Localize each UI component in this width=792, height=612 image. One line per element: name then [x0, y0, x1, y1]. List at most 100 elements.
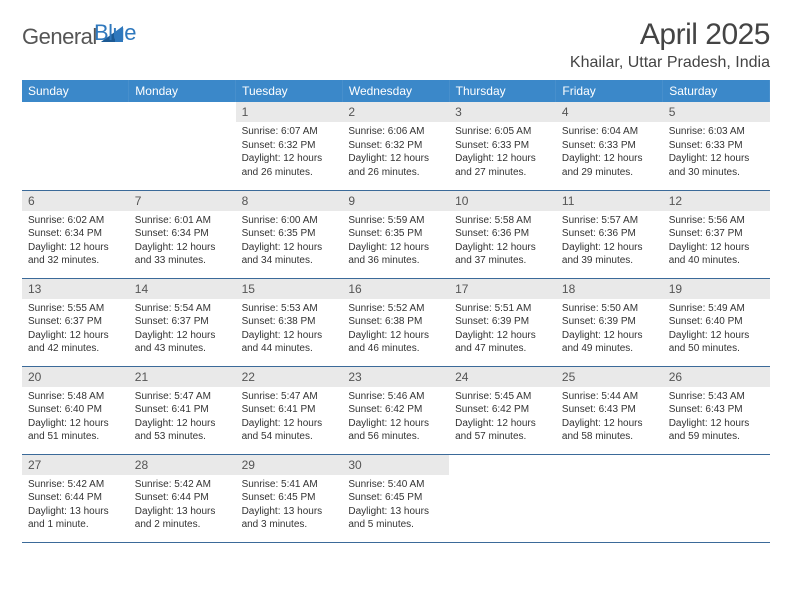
day-number: 21 — [129, 367, 236, 387]
day-body: Sunrise: 5:50 AM Sunset: 6:39 PM Daylight:… — [556, 299, 663, 362]
daylight-line: Daylight: 12 hours and 36 minutes. — [348, 242, 429, 267]
sunrise-line: Sunrise: 5:55 AM — [28, 303, 104, 314]
day-number-empty — [663, 455, 770, 475]
sunrise-line: Sunrise: 5:48 AM — [28, 391, 104, 402]
weekday-header: Monday — [129, 80, 236, 102]
weekday-header: Wednesday — [342, 80, 449, 102]
sunrise-line: Sunrise: 6:06 AM — [348, 126, 424, 137]
day-body: Sunrise: 5:47 AMSunset: 6:41 PMDaylight:… — [236, 387, 343, 450]
day-body: Sunrise: 5:41 AMSunset: 6:45 PMDaylight:… — [236, 475, 343, 538]
calendar-day-cell: 9Sunrise: 5:59 AMSunset: 6:35 PMDaylight… — [342, 190, 449, 278]
day-number: 24 — [449, 367, 556, 387]
sunset-line: Sunset: 6:37 PM — [669, 228, 743, 239]
sunrise-line: Sunrise: 5:47 AM — [242, 391, 318, 402]
day-body: Sunrise: 6:04 AMSunset: 6:33 PMDaylight:… — [556, 122, 663, 185]
day-number: 5 — [663, 102, 770, 122]
calendar-day-cell — [129, 102, 236, 190]
calendar-day-cell: 14Sunrise: 5:54 AMSunset: 6:37 PMDayligh… — [129, 278, 236, 366]
sunset-line: Sunset: 6:32 PM — [242, 140, 316, 151]
day-number: 19 — [663, 279, 770, 299]
daylight-line: Daylight: 12 hours and 46 minutes. — [348, 330, 429, 355]
sunrise-line: Sunrise: 5:52 AM — [348, 303, 424, 314]
calendar-day-cell: 24Sunrise: 5:45 AMSunset: 6:42 PMDayligh… — [449, 366, 556, 454]
sunrise-line: Sunrise: 5:45 AM — [455, 391, 531, 402]
day-body: Sunrise: 5:51 AMSunset: 6:39 PMDaylight:… — [449, 299, 556, 362]
sunset-line: Sunset: 6:32 PM — [348, 140, 422, 151]
sunrise-line: Sunrise: 5:42 AM — [135, 479, 211, 490]
sunset-line: Sunset: 6:41 PM — [135, 404, 209, 415]
day-body: Sunrise: 5:54 AMSunset: 6:37 PMDaylight:… — [129, 299, 236, 362]
daylight-line: Daylight: 12 hours and 57 minutes. — [455, 418, 536, 443]
calendar-day-cell: 12Sunrise: 5:56 AMSunset: 6:37 PMDayligh… — [663, 190, 770, 278]
daylight-line: Daylight: 12 hours and 49 minutes. — [562, 330, 643, 355]
sunset-line: Sunset: 6:33 PM — [455, 140, 529, 151]
day-body: Sunrise: 5:52 AMSunset: 6:38 PMDaylight:… — [342, 299, 449, 362]
calendar-day-cell: 10Sunrise: 5:58 AMSunset: 6:36 PMDayligh… — [449, 190, 556, 278]
sunset-line: Sunset: 6:33 PM — [562, 140, 636, 151]
day-number: 26 — [663, 367, 770, 387]
sunrise-line: Sunrise: 6:00 AM — [242, 215, 318, 226]
day-body: Sunrise: 6:00 AMSunset: 6:35 PMDaylight:… — [236, 211, 343, 274]
day-body: Sunrise: 5:46 AMSunset: 6:42 PMDaylight:… — [342, 387, 449, 450]
day-number: 29 — [236, 455, 343, 475]
sunrise-line: Sunrise: 5:56 AM — [669, 215, 745, 226]
day-number: 13 — [22, 279, 129, 299]
day-number: 14 — [129, 279, 236, 299]
day-body: Sunrise: 5:42 AMSunset: 6:44 PMDaylight:… — [129, 475, 236, 538]
sunset-line: Sunset: 6:38 PM — [242, 316, 316, 327]
sunset-line: Sunset: 6:45 PM — [242, 492, 316, 503]
sunrise-line: Sunrise: 6:03 AM — [669, 126, 745, 137]
calendar-table: SundayMondayTuesdayWednesdayThursdayFrid… — [22, 80, 770, 543]
day-body: Sunrise: 6:05 AMSunset: 6:33 PMDaylight:… — [449, 122, 556, 185]
calendar-day-cell: 1Sunrise: 6:07 AMSunset: 6:32 PMDaylight… — [236, 102, 343, 190]
day-number: 2 — [342, 102, 449, 122]
sunrise-line: Sunrise: 5:57 AM — [562, 215, 638, 226]
day-body: Sunrise: 5:43 AMSunset: 6:43 PMDaylight:… — [663, 387, 770, 450]
sunrise-line: Sunrise: 5:47 AM — [135, 391, 211, 402]
daylight-line: Daylight: 12 hours and 59 minutes. — [669, 418, 750, 443]
day-number-empty — [22, 102, 129, 122]
daylight-line: Daylight: 12 hours and 44 minutes. — [242, 330, 323, 355]
calendar-week-row: 1Sunrise: 6:07 AMSunset: 6:32 PMDaylight… — [22, 102, 770, 190]
daylight-line: Daylight: 13 hours and 5 minutes. — [348, 506, 429, 531]
daylight-line: Daylight: 12 hours and 54 minutes. — [242, 418, 323, 443]
sunset-line: Sunset: 6:44 PM — [28, 492, 102, 503]
weekday-header: Saturday — [663, 80, 770, 102]
daylight-line: Daylight: 12 hours and 47 minutes. — [455, 330, 536, 355]
calendar-day-cell — [449, 454, 556, 542]
day-number: 22 — [236, 367, 343, 387]
day-body: Sunrise: 6:02 AMSunset: 6:34 PMDaylight:… — [22, 211, 129, 274]
day-number-empty — [449, 455, 556, 475]
calendar-day-cell: 21Sunrise: 5:47 AMSunset: 6:41 PMDayligh… — [129, 366, 236, 454]
sunrise-line: Sunrise: 6:05 AM — [455, 126, 531, 137]
calendar-day-cell: 5Sunrise: 6:03 AMSunset: 6:33 PMDaylight… — [663, 102, 770, 190]
sunrise-line: Sunrise: 5:49 AM — [669, 303, 745, 314]
sunrise-line: Sunrise: 5:43 AM — [669, 391, 745, 402]
sunrise-line: Sunrise: 5:46 AM — [348, 391, 424, 402]
calendar-day-cell: 17Sunrise: 5:51 AMSunset: 6:39 PMDayligh… — [449, 278, 556, 366]
day-body: Sunrise: 5:45 AMSunset: 6:42 PMDaylight:… — [449, 387, 556, 450]
sunrise-line: Sunrise: 5:50 AM — [562, 303, 638, 314]
daylight-line: Daylight: 13 hours and 1 minute. — [28, 506, 109, 531]
day-body: Sunrise: 5:40 AMSunset: 6:45 PMDaylight:… — [342, 475, 449, 538]
daylight-line: Daylight: 12 hours and 43 minutes. — [135, 330, 216, 355]
daylight-line: Daylight: 12 hours and 29 minutes. — [562, 153, 643, 178]
sunset-line: Sunset: 6:33 PM — [669, 140, 743, 151]
sunset-line: Sunset: 6:45 PM — [348, 492, 422, 503]
daylight-line: Daylight: 12 hours and 32 minutes. — [28, 242, 109, 267]
day-body: Sunrise: 5:56 AMSunset: 6:37 PMDaylight:… — [663, 211, 770, 274]
logo-sub: Blue — [22, 44, 64, 70]
daylight-line: Daylight: 12 hours and 37 minutes. — [455, 242, 536, 267]
calendar-day-cell: 28Sunrise: 5:42 AMSunset: 6:44 PMDayligh… — [129, 454, 236, 542]
day-body: Sunrise: 5:59 AMSunset: 6:35 PMDaylight:… — [342, 211, 449, 274]
day-number: 10 — [449, 191, 556, 211]
sunset-line: Sunset: 6:35 PM — [242, 228, 316, 239]
day-number: 8 — [236, 191, 343, 211]
sunset-line: Sunset: 6:39 PM — [562, 316, 636, 327]
day-body: Sunrise: 5:58 AMSunset: 6:36 PMDaylight:… — [449, 211, 556, 274]
day-body: Sunrise: 5:55 AMSunset: 6:37 PMDaylight:… — [22, 299, 129, 362]
daylight-line: Daylight: 13 hours and 3 minutes. — [242, 506, 323, 531]
day-number-empty — [556, 455, 663, 475]
sunset-line: Sunset: 6:39 PM — [455, 316, 529, 327]
sunrise-line: Sunrise: 6:02 AM — [28, 215, 104, 226]
